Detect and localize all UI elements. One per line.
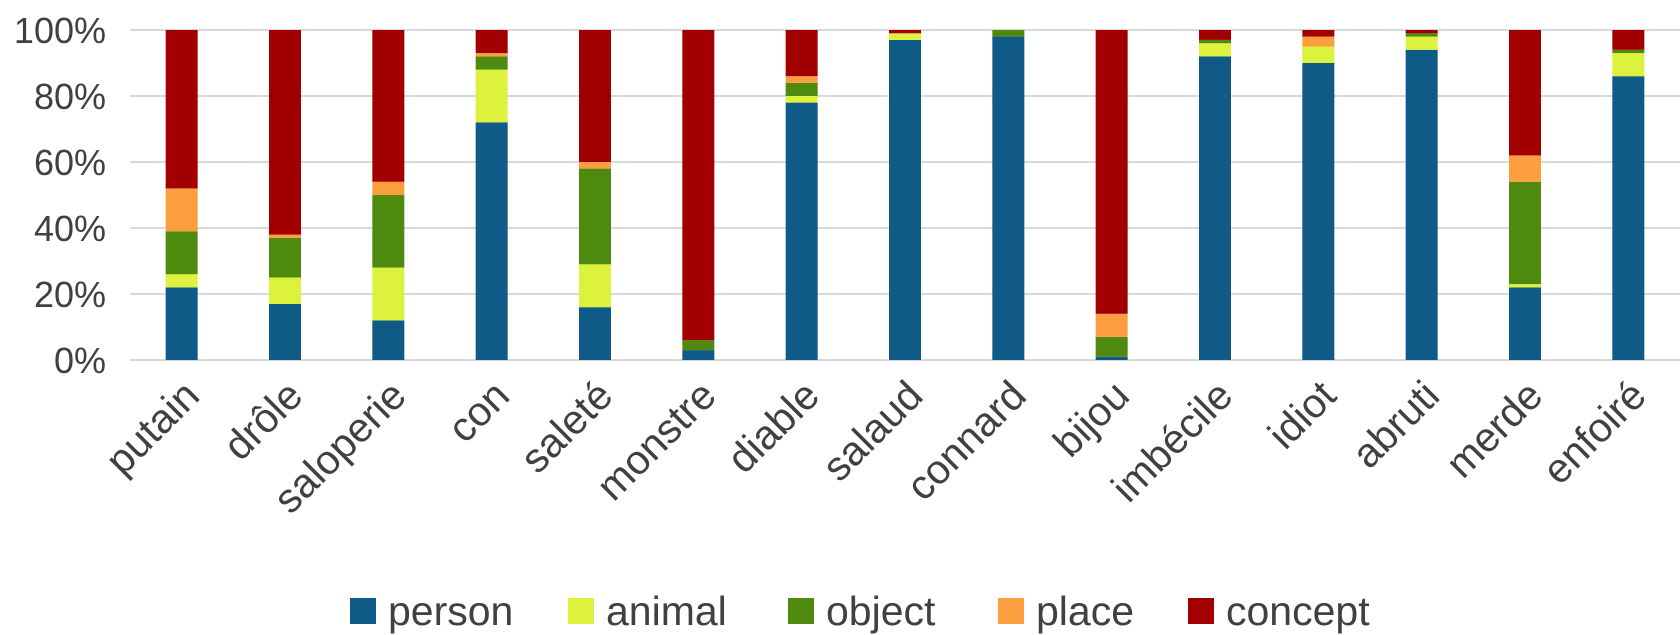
x-tick-label: bijou (1044, 372, 1138, 466)
bar-segment-animal (579, 264, 611, 308)
bar-segment-animal (475, 69, 508, 123)
legend-swatch (788, 598, 814, 624)
legend-item-concept: concept (1188, 588, 1370, 634)
x-tick-label: diable (718, 372, 828, 482)
bar-segment-person (785, 102, 818, 360)
legend-label: concept (1226, 588, 1370, 634)
legend: person animal object place concept (350, 588, 1370, 634)
bar-segment-place (1302, 36, 1335, 47)
bar-segment-concept (165, 30, 198, 189)
bar-segment-concept (1095, 30, 1128, 314)
bar-segment-concept (1509, 30, 1541, 156)
bar-segment-animal (165, 274, 198, 288)
bar-segment-person (475, 122, 508, 361)
legend-label: animal (606, 588, 727, 634)
bar-segment-person (1509, 287, 1541, 360)
bar-segment-person (889, 39, 921, 361)
legend-swatch (350, 598, 376, 624)
y-tick-label: 20% (34, 274, 106, 315)
bar-segment-place (475, 53, 508, 57)
bar-segment-object (372, 195, 405, 268)
x-tick-label: abruti (1343, 372, 1448, 477)
legend-swatch (568, 598, 594, 624)
bar-segment-concept (785, 30, 818, 77)
legend-swatch (998, 598, 1024, 624)
legend-item-person: person (350, 588, 513, 634)
x-tick-label: enfoiré (1534, 372, 1655, 493)
bar-segment-place (1095, 313, 1128, 337)
bar-segment-person (165, 287, 198, 360)
bar-segment-person (1199, 56, 1231, 361)
bar-segment-person (1612, 76, 1645, 360)
bar-segment-animal (1509, 284, 1541, 288)
bar-segment-person (579, 307, 611, 360)
bars (165, 30, 1645, 361)
bar-segment-animal (1405, 36, 1438, 50)
bar-segment-concept (1612, 30, 1645, 50)
legend-label: object (826, 588, 936, 634)
bar-segment-concept (889, 30, 921, 34)
bar-segment-animal (269, 277, 301, 304)
bar-segment-animal (785, 96, 818, 103)
bar-segment-place (372, 181, 405, 195)
bar-segment-object (165, 231, 198, 275)
bar-segment-animal (1199, 43, 1231, 57)
legend-label: place (1036, 588, 1134, 634)
bar-segment-animal (1302, 46, 1335, 63)
bar-segment-object (475, 56, 508, 70)
y-tick-label: 100% (14, 10, 106, 51)
bar-segment-animal (889, 33, 921, 40)
bar-segment-person (1095, 356, 1128, 360)
bar-segment-place (1509, 155, 1541, 182)
y-tick-label: 60% (34, 142, 106, 183)
legend-item-object: object (788, 588, 936, 634)
x-tick-label: drôle (214, 372, 311, 469)
bar-segment-object (992, 30, 1025, 37)
bar-segment-person (1302, 63, 1335, 360)
bar-segment-person (1405, 49, 1438, 361)
bar-segment-concept (1302, 30, 1335, 37)
legend-item-animal: animal (568, 588, 727, 634)
bar-segment-animal (372, 267, 405, 321)
bar-segment-object (579, 168, 611, 265)
legend-label: person (388, 588, 513, 634)
y-axis: 0% 20% 40% 60% 80% 100% (14, 10, 106, 381)
y-tick-label: 80% (34, 76, 106, 117)
bar-segment-object (1612, 49, 1645, 54)
x-tick-label: merde (1437, 372, 1552, 487)
bar-segment-place (269, 234, 301, 238)
x-tick-label: putain (97, 372, 209, 484)
bar-segment-person (992, 36, 1025, 360)
bar-segment-concept (579, 30, 611, 162)
bar-segment-place (579, 162, 611, 169)
legend-item-place: place (998, 588, 1134, 634)
bar-segment-concept (372, 30, 405, 182)
bar-segment-person (372, 320, 405, 360)
y-tick-label: 0% (54, 340, 106, 381)
legend-swatch (1188, 598, 1214, 624)
bar-segment-person (682, 350, 715, 360)
bar-segment-object (682, 340, 715, 351)
bar-segment-concept (269, 30, 301, 235)
bar-segment-object (1509, 181, 1541, 285)
bar-segment-place (165, 188, 198, 232)
bar-segment-concept (1405, 30, 1438, 34)
bar-segment-animal (1612, 53, 1645, 77)
bar-segment-concept (475, 30, 508, 54)
bar-segment-place (785, 76, 818, 83)
x-tick-label: idiot (1259, 371, 1345, 457)
bar-segment-object (785, 82, 818, 96)
bar-segment-object (1405, 33, 1438, 37)
bar-segment-object (1199, 39, 1231, 44)
bar-segment-concept (1199, 30, 1231, 40)
bar-segment-object (1095, 336, 1128, 357)
bar-segment-concept (682, 30, 715, 341)
y-tick-label: 40% (34, 208, 106, 249)
bar-segment-person (269, 303, 301, 360)
x-tick-label: con (439, 372, 518, 451)
bar-segment-object (269, 237, 301, 278)
